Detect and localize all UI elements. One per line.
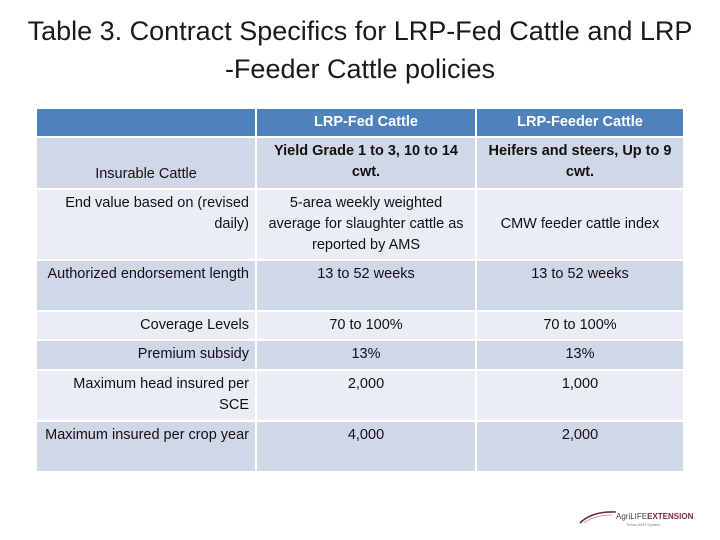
header-blank	[37, 109, 257, 138]
agrilife-extension-logo: AgriLIFEEXTENSION Texas A&M System	[578, 507, 698, 531]
fed-cell: 2,000	[257, 371, 477, 422]
title-line-2: -Feeder Cattle policies	[224, 54, 496, 84]
feeder-cell: Heifers and steers, Up to 9 cwt.	[477, 138, 683, 190]
page-title: Table 3. Contract Specifics for LRP-Fed …	[20, 12, 700, 88]
feeder-cell: 2,000	[477, 422, 683, 473]
row-label: Premium subsidy	[37, 341, 257, 371]
table-row: Maximum insured per crop year 4,000 2,00…	[37, 422, 683, 473]
fed-cell: 70 to 100%	[257, 312, 477, 341]
row-label: End value based on (revised daily)	[37, 190, 257, 261]
logo-text-extension: EXTENSION	[647, 512, 694, 521]
feeder-cell: 1,000	[477, 371, 683, 422]
table-row: Coverage Levels 70 to 100% 70 to 100%	[37, 312, 683, 341]
logo-subtitle: Texas A&M System	[626, 522, 661, 527]
fed-cell: Yield Grade 1 to 3, 10 to 14 cwt.	[257, 138, 477, 190]
header-fed-cattle: LRP-Fed Cattle	[257, 109, 477, 138]
fed-cell: 5-area weekly weighted average for slaug…	[257, 190, 477, 261]
table-row: Premium subsidy 13% 13%	[37, 341, 683, 371]
row-label: Insurable Cattle	[37, 138, 257, 190]
feeder-cell: CMW feeder cattle index	[477, 190, 683, 261]
table-row: Maximum head insured per SCE 2,000 1,000	[37, 371, 683, 422]
feeder-cell: 70 to 100%	[477, 312, 683, 341]
fed-cell: 4,000	[257, 422, 477, 473]
feeder-cell: 13%	[477, 341, 683, 371]
contract-specifics-table: LRP-Fed Cattle LRP-Feeder Cattle Insurab…	[37, 109, 683, 473]
logo-swoosh-icon	[579, 511, 617, 524]
fed-cell: 13%	[257, 341, 477, 371]
table-row: Authorized endorsement length 13 to 52 w…	[37, 261, 683, 312]
table-row: End value based on (revised daily) 5-are…	[37, 190, 683, 261]
title-line-1: Table 3. Contract Specifics for LRP-Fed …	[27, 16, 693, 46]
feeder-cell: 13 to 52 weeks	[477, 261, 683, 312]
logo-text: AgriLIFEEXTENSION	[616, 512, 693, 521]
row-label: Maximum head insured per SCE	[37, 371, 257, 422]
row-label: Maximum insured per crop year	[37, 422, 257, 473]
logo-text-prefix: AgriLIFE	[616, 512, 648, 521]
fed-cell: 13 to 52 weeks	[257, 261, 477, 312]
row-label: Coverage Levels	[37, 312, 257, 341]
table-row: Insurable Cattle Yield Grade 1 to 3, 10 …	[37, 138, 683, 190]
row-label: Authorized endorsement length	[37, 261, 257, 312]
table-header-row: LRP-Fed Cattle LRP-Feeder Cattle	[37, 109, 683, 138]
header-feeder-cattle: LRP-Feeder Cattle	[477, 109, 683, 138]
